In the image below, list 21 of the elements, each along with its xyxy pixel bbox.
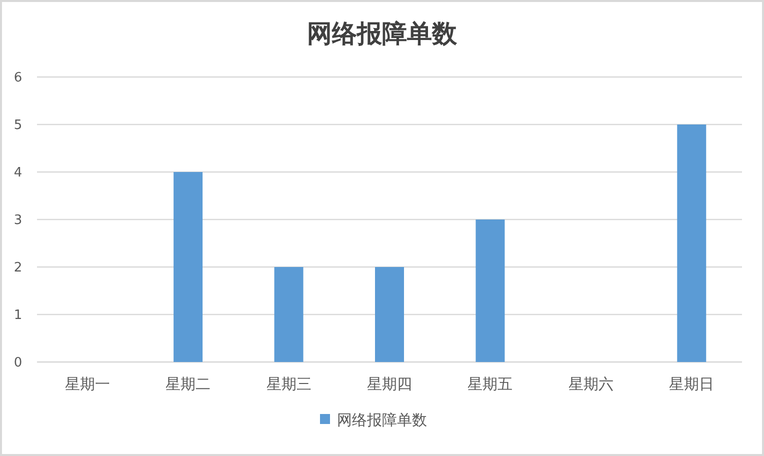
bar <box>677 124 706 362</box>
x-tick-label: 星期三 <box>266 375 312 393</box>
bar <box>476 220 505 362</box>
y-tick-label: 3 <box>14 213 22 228</box>
y-tick-label: 1 <box>14 308 22 324</box>
y-tick-label: 2 <box>14 260 22 276</box>
legend-label: 网络报障单数 <box>337 411 427 429</box>
x-tick-label: 星期日 <box>669 375 714 393</box>
bar <box>174 172 203 362</box>
y-tick-label: 5 <box>14 118 22 134</box>
bar <box>375 267 404 362</box>
y-tick-label: 0 <box>14 356 22 371</box>
y-tick-label: 6 <box>14 70 22 86</box>
x-tick-label: 星期五 <box>468 375 513 393</box>
bar <box>274 267 304 362</box>
y-tick-label: 4 <box>14 166 22 181</box>
chart-title: 网络报障单数 <box>307 20 458 48</box>
x-tick-label: 星期四 <box>367 375 412 393</box>
x-tick-label: 星期二 <box>166 375 211 393</box>
x-tick-label: 星期一 <box>64 375 110 393</box>
x-tick-label: 星期六 <box>568 375 614 393</box>
